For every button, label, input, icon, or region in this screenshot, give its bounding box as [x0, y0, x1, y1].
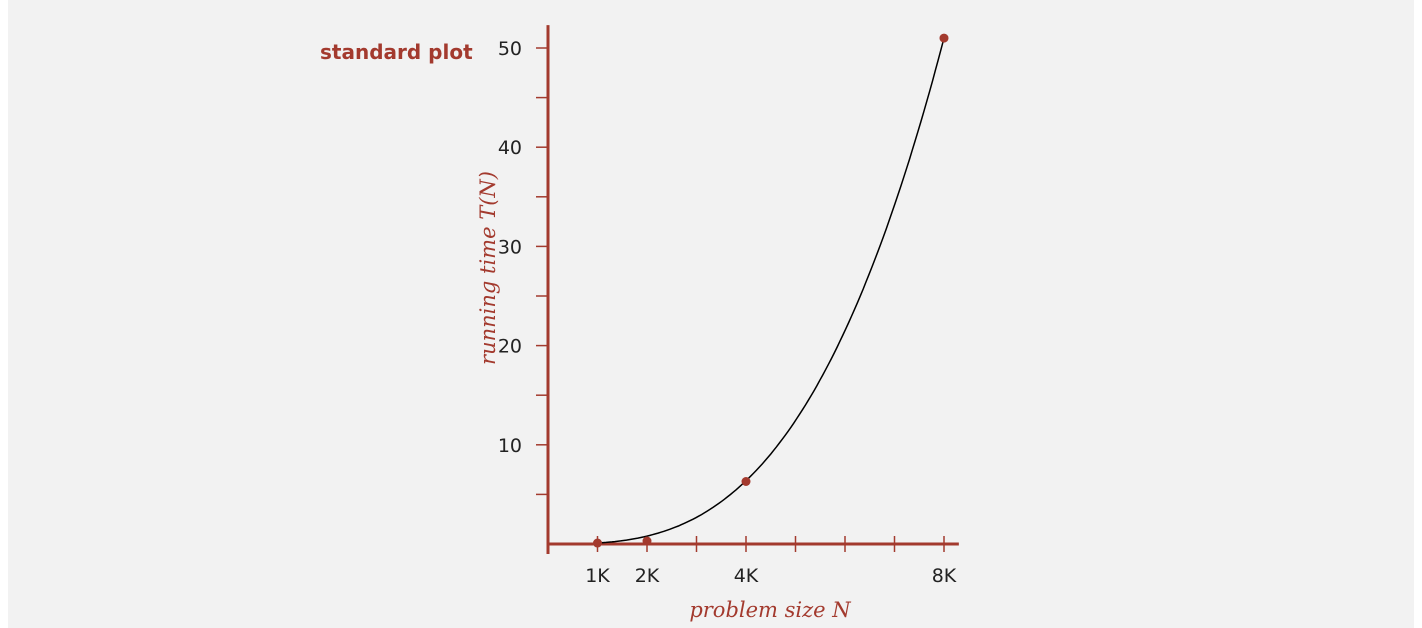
data-point	[939, 33, 949, 43]
x-tick-label: 8K	[932, 565, 957, 587]
x-tick-label: 2K	[635, 565, 660, 587]
slide: standard plot 1K 2K 4K 8K 10 20 30 40 50 problem…	[8, 0, 1414, 628]
y-tick-label: 40	[498, 137, 522, 159]
data-point	[741, 477, 751, 487]
x-tick-label: 4K	[734, 565, 759, 587]
chart: standard plot 1K 2K 4K 8K 10 20 30 40 50 problem…	[320, 25, 959, 622]
x-axis-label: problem size N	[689, 598, 851, 622]
x-tick-label: 1K	[585, 565, 610, 587]
data-point	[593, 538, 602, 548]
data-point	[642, 536, 652, 546]
y-tick-label: 20	[498, 336, 522, 358]
y-tick-label: 50	[498, 38, 522, 60]
chart-title: standard plot	[320, 40, 473, 64]
series-line	[597, 37, 945, 544]
y-tick-label: 30	[498, 236, 522, 258]
y-axis-label: running time T(N)	[476, 171, 500, 365]
y-tick-label: 10	[498, 435, 522, 457]
